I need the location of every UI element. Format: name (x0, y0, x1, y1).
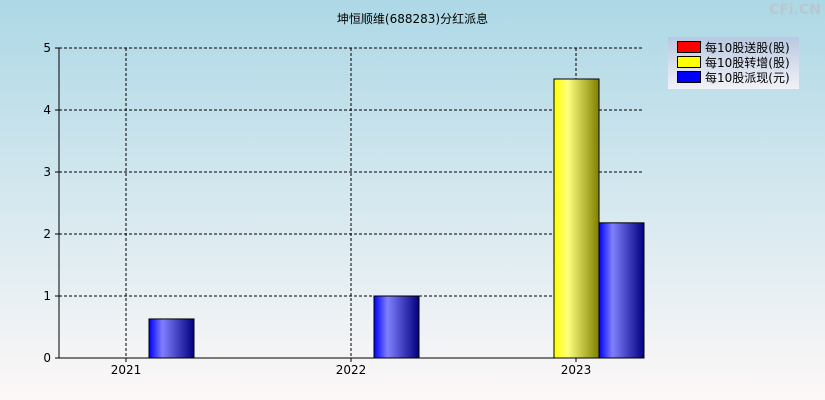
legend-item-paixian: 每10股派现(元) (677, 70, 790, 85)
bar-2023-series-2 (598, 222, 645, 359)
y-tick-label: 5 (43, 41, 51, 55)
y-tick-label: 0 (43, 351, 51, 365)
x-tick-label: 2021 (111, 363, 142, 377)
legend: 每10股送股(股) 每10股转增(股) 每10股派现(元) (668, 37, 799, 89)
x-tick-label: 2023 (561, 363, 592, 377)
legend-swatch (677, 71, 701, 83)
chart-title: 坤恒顺维(688283)分红派息 (336, 12, 489, 26)
x-tick-label: 2022 (336, 363, 367, 377)
legend-label: 每10股转增(股) (705, 55, 790, 70)
y-tick-label: 1 (43, 289, 51, 303)
legend-item-zhuanzeng: 每10股转增(股) (677, 55, 790, 70)
legend-swatch (677, 56, 701, 68)
legend-label: 每10股送股(股) (705, 40, 790, 55)
bar-2022-series-2 (373, 295, 420, 359)
legend-label: 每10股派现(元) (705, 70, 790, 85)
legend-swatch (677, 41, 701, 53)
y-tick-label: 2 (43, 227, 51, 241)
bar-2023-series-1 (553, 78, 600, 359)
watermark: CFi.CN (769, 2, 821, 18)
legend-item-songgu: 每10股送股(股) (677, 40, 790, 55)
bar-2021-series-2 (148, 318, 195, 359)
y-tick-label: 4 (43, 103, 51, 117)
y-tick-label: 3 (43, 165, 51, 179)
